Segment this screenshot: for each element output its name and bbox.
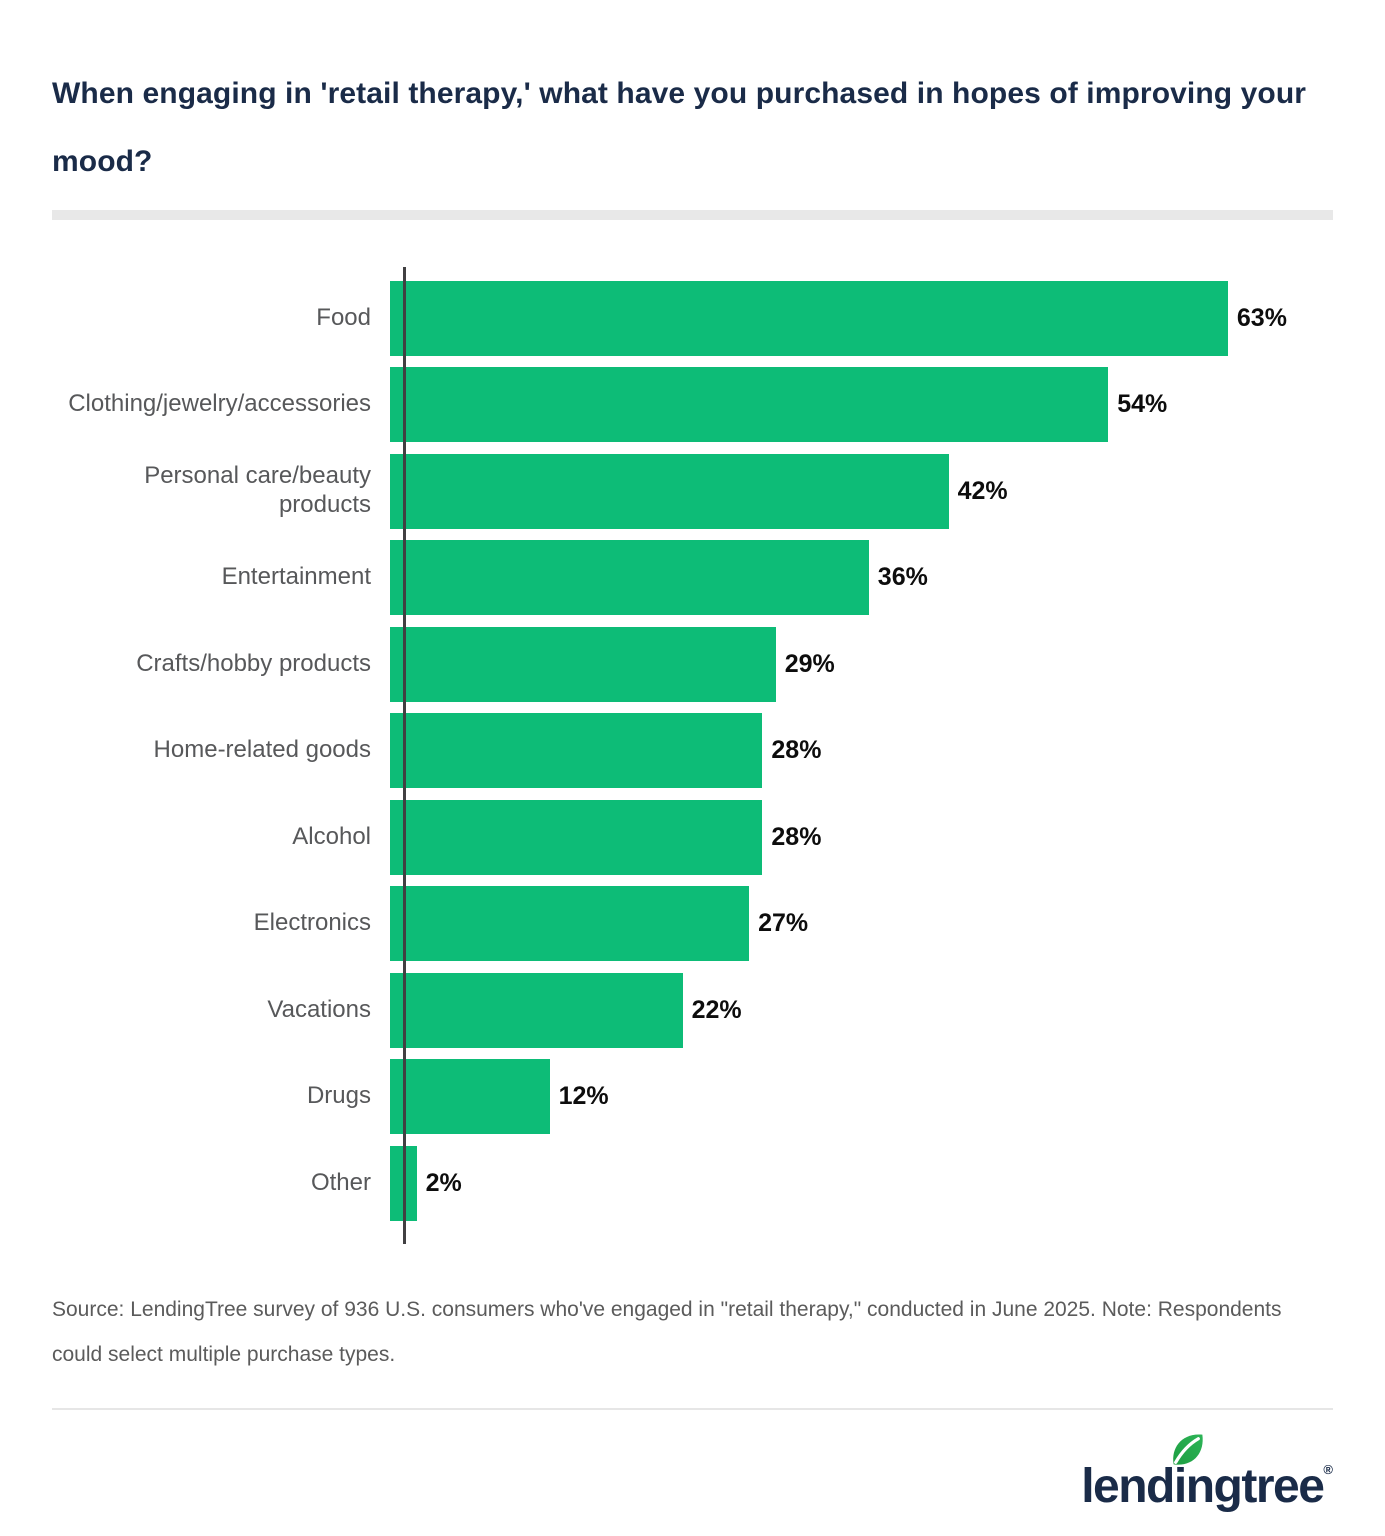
chart-row: Home-related goods 28% (52, 708, 1333, 795)
value-label: 28% (771, 736, 822, 765)
source-note: Source: LendingTree survey of 936 U.S. c… (52, 1297, 1282, 1366)
category-label: Other (310, 1168, 371, 1196)
bar-cell: 22% (387, 967, 1333, 1054)
bar-cell: 28% (387, 794, 1333, 881)
category-label: Clothing/jewelry/accessories (68, 390, 371, 418)
bar-chart: Food 63% Clothing/jewelry/accessories 54% Pe… (52, 267, 1333, 1244)
chart-title: When engaging in 'retail therapy,' what … (52, 77, 1307, 178)
bar (390, 626, 776, 702)
bar (390, 367, 1109, 443)
chart-rows: Food 63% Clothing/jewelry/accessories 54% Pe… (52, 275, 1333, 1227)
chart-row: Crafts/hobby products 29% (52, 621, 1333, 708)
logo-wordmark: lendingtree (1081, 1459, 1325, 1513)
bar-cell: 2% (387, 1140, 1333, 1227)
bar (390, 1059, 550, 1135)
bar-cell: 36% (387, 535, 1333, 622)
category-label: Alcohol (292, 822, 371, 850)
chart-row: Other 2% (52, 1140, 1333, 1227)
value-label: 28% (771, 822, 822, 851)
chart-row: Personal care/beauty products 42% (52, 448, 1333, 535)
value-label: 42% (957, 476, 1008, 505)
category-label: Personal care/beauty products (144, 462, 371, 519)
bar-cell: 29% (387, 621, 1333, 708)
category-label: Entertainment (221, 563, 371, 591)
footer: lendingtree® (52, 1433, 1333, 1513)
bar (390, 799, 763, 875)
category-label: Crafts/hobby products (136, 649, 371, 677)
bar-cell: 42% (387, 448, 1333, 535)
category-label: Food (316, 303, 371, 331)
bar-cell: 63% (387, 275, 1333, 362)
value-label: 2% (425, 1168, 462, 1197)
category-label: Vacations (267, 995, 371, 1023)
bar (390, 280, 1228, 356)
bar-cell: 27% (387, 881, 1333, 968)
bar (390, 713, 763, 789)
leaf-icon (1173, 1433, 1203, 1465)
bar-cell: 12% (387, 1054, 1333, 1141)
bar (390, 540, 869, 616)
footer-divider (52, 1407, 1333, 1410)
category-label: Home-related goods (153, 736, 371, 764)
bar (390, 886, 750, 962)
chart-row: Alcohol 28% (52, 794, 1333, 881)
value-label: 63% (1236, 303, 1287, 332)
chart-row: Food 63% (52, 275, 1333, 362)
lendingtree-logo: lendingtree® (1081, 1433, 1333, 1513)
chart-row: Entertainment 36% (52, 535, 1333, 622)
value-label: 29% (784, 649, 835, 678)
value-label: 36% (877, 563, 928, 592)
bar (390, 453, 949, 529)
y-axis-line (403, 267, 406, 1244)
bar (390, 972, 683, 1048)
value-label: 12% (558, 1082, 609, 1111)
chart-row: Electronics 27% (52, 881, 1333, 968)
category-label: Drugs (306, 1082, 371, 1110)
value-label: 22% (691, 995, 742, 1024)
value-label: 54% (1117, 390, 1168, 419)
bar-cell: 54% (387, 362, 1333, 449)
title-divider (52, 210, 1333, 220)
bar-cell: 28% (387, 708, 1333, 795)
chart-row: Drugs 12% (52, 1054, 1333, 1141)
registered-mark: ® (1323, 1461, 1333, 1477)
category-label: Electronics (253, 909, 371, 937)
chart-row: Clothing/jewelry/accessories 54% (52, 362, 1333, 449)
chart-row: Vacations 22% (52, 967, 1333, 1054)
value-label: 27% (758, 909, 809, 938)
